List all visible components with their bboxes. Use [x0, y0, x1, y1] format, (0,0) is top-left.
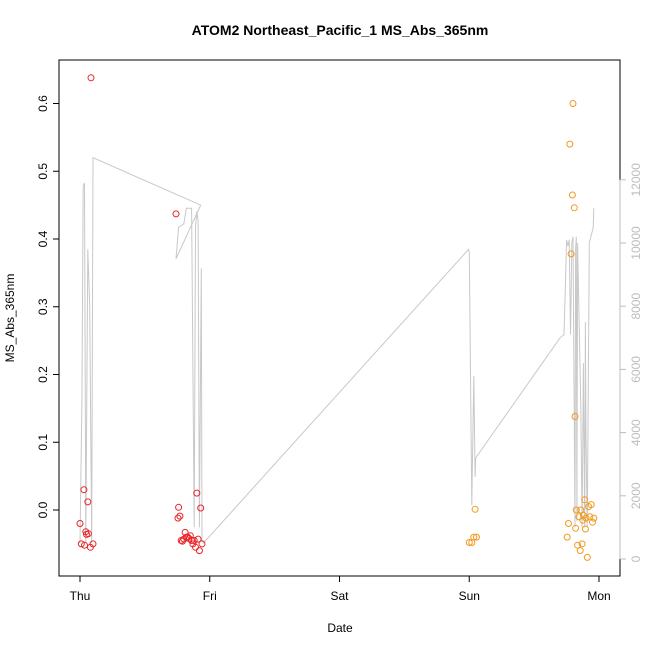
data-point-orange: [590, 514, 598, 522]
data-point-red: [76, 520, 84, 527]
data-point-orange: [572, 506, 580, 514]
data-point-red: [175, 503, 183, 511]
data-point-orange: [471, 505, 479, 513]
y2-tick-label: 0: [629, 555, 643, 562]
y2-axis: 0 2000 4000 6000 8000 10000 12000: [619, 163, 643, 562]
x-tick-label: Mon: [587, 589, 610, 603]
data-point-orange: [470, 533, 478, 541]
altitude-line: [79, 156, 595, 545]
data-point-orange: [572, 524, 580, 532]
data-point-red: [176, 512, 184, 520]
y-axis: 0.0 0.1 0.2 0.3 0.4 0.5 0.6: [36, 95, 60, 518]
data-point-red: [174, 514, 182, 522]
data-point-red: [84, 530, 92, 538]
y-tick-label: 0.2: [36, 366, 50, 383]
x-axis: Thu Fri Sat Sun Mon: [70, 575, 611, 603]
data-point-orange: [565, 520, 572, 527]
data-point-orange: [568, 191, 576, 199]
y2-tick-label: 10000: [629, 226, 643, 260]
data-point-red: [195, 547, 203, 555]
y2-tick-label: 2000: [629, 482, 643, 509]
data-point-red: [77, 540, 85, 548]
data-point-orange: [465, 539, 473, 546]
data-point-red: [193, 489, 201, 497]
data-point-orange: [567, 250, 575, 258]
data-point-orange: [574, 541, 582, 549]
chart-title: ATOM2 Northeast_Pacific_1 MS_Abs_365nm: [192, 22, 489, 38]
y2-tick-label: 6000: [629, 356, 643, 383]
y-tick-label: 0.0: [36, 501, 50, 518]
data-point-orange: [576, 547, 584, 555]
data-point-orange: [472, 533, 480, 541]
data-point-orange: [583, 553, 591, 561]
x-tick-label: Sat: [330, 589, 349, 603]
data-point-orange: [577, 506, 585, 514]
data-point-orange: [578, 540, 586, 548]
data-point-red: [87, 74, 95, 82]
data-point-orange: [563, 533, 571, 541]
data-point-orange: [581, 525, 589, 533]
data-point-red: [172, 210, 180, 218]
data-point-orange: [569, 100, 577, 107]
data-point-red: [84, 498, 92, 506]
x-tick-label: Thu: [70, 589, 91, 603]
data-point-red: [188, 537, 196, 544]
data-point-orange: [581, 496, 589, 504]
x-axis-label: Date: [327, 621, 353, 635]
data-point-orange: [587, 501, 595, 509]
y-axis-label: MS_Abs_365nm: [3, 274, 17, 363]
y-tick-label: 0.5: [36, 163, 50, 180]
y-tick-label: 0.3: [36, 298, 50, 315]
data-point-red: [80, 486, 88, 494]
x-tick-label: Sun: [459, 589, 480, 603]
data-point-red: [197, 504, 205, 512]
data-point-orange: [582, 514, 590, 522]
data-point-orange: [570, 204, 578, 212]
y-tick-label: 0.1: [36, 434, 50, 451]
data-point-red: [190, 537, 198, 544]
y2-tick-label: 8000: [629, 293, 643, 320]
data-point-red: [198, 540, 206, 548]
y2-tick-label: 12000: [629, 163, 643, 197]
data-point-orange: [566, 140, 574, 148]
data-point-red: [194, 535, 202, 543]
y-tick-label: 0.4: [36, 230, 50, 247]
data-point-red: [186, 532, 194, 540]
plot-frame: [58, 59, 621, 577]
y-tick-label: 0.6: [36, 95, 50, 112]
y2-tick-label: 4000: [629, 419, 643, 446]
data-point-red: [89, 540, 97, 548]
altitude-layer: [79, 156, 595, 545]
data-point-orange: [571, 413, 579, 420]
points-layer: [76, 74, 598, 561]
x-tick-label: Fri: [203, 589, 217, 603]
data-point-red: [81, 541, 88, 549]
data-point-orange: [575, 513, 583, 521]
data-point-orange: [589, 518, 596, 526]
data-point-orange: [586, 513, 594, 521]
